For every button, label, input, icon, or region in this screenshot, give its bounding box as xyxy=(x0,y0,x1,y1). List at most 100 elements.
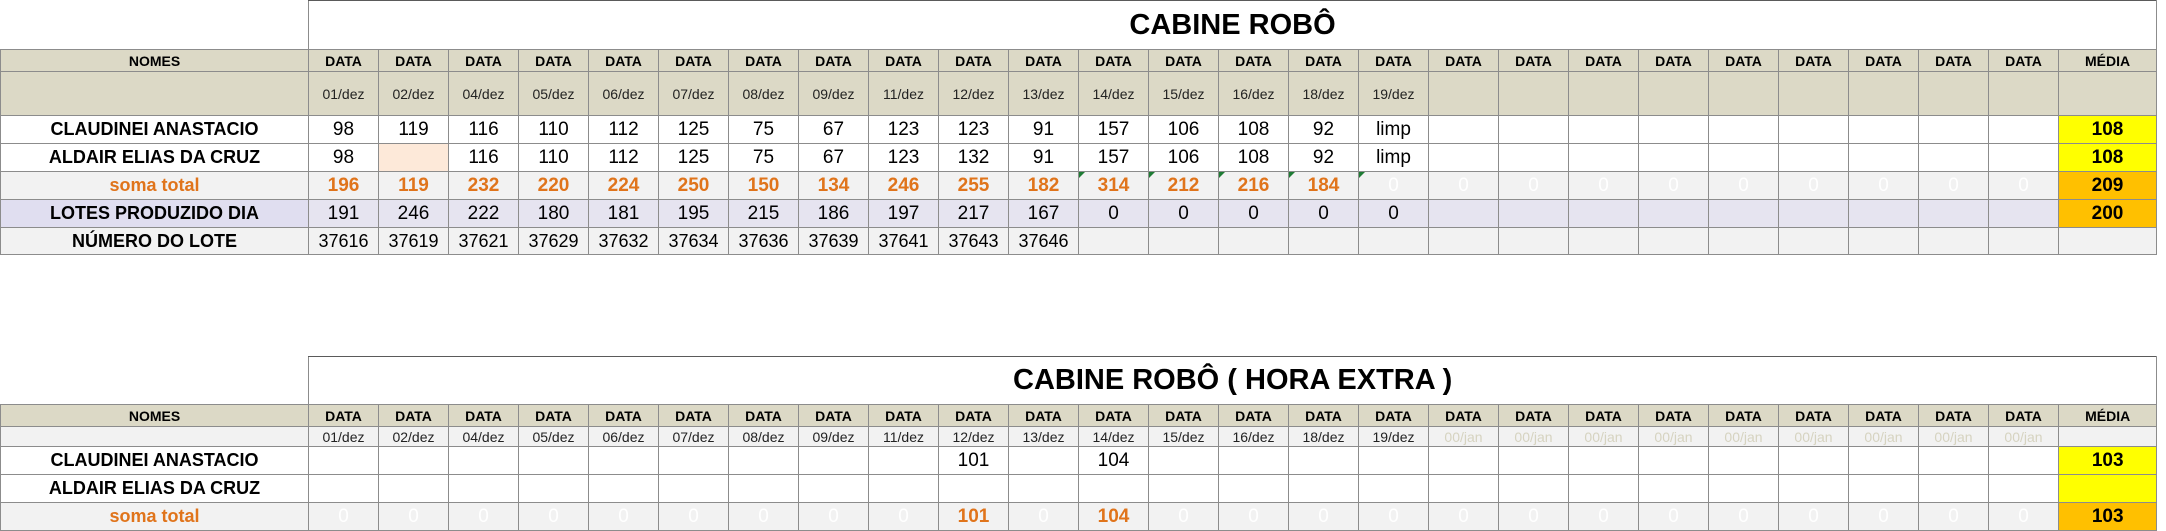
soma-value[interactable]: 0 xyxy=(1848,171,1919,200)
header-data[interactable]: DATA xyxy=(938,49,1009,72)
header-data[interactable]: DATA xyxy=(1078,49,1149,72)
lote-number[interactable] xyxy=(1498,227,1569,255)
soma-value[interactable]: 134 xyxy=(798,171,869,200)
value-cell[interactable] xyxy=(1918,474,1989,503)
header-data[interactable]: DATA xyxy=(1008,49,1079,72)
date-cell[interactable]: 08/dez xyxy=(728,71,799,116)
value-cell[interactable]: 125 xyxy=(658,115,729,144)
soma-media[interactable]: 103 xyxy=(2057,502,2158,531)
header-data[interactable]: DATA xyxy=(1358,49,1429,72)
value-cell[interactable] xyxy=(1778,446,1849,475)
lote-number[interactable]: 37632 xyxy=(588,227,659,255)
lotes-value[interactable]: 186 xyxy=(798,199,869,228)
date-cell[interactable]: 00/jan xyxy=(1708,426,1779,447)
soma-value[interactable]: 184 xyxy=(1288,171,1359,200)
soma-value[interactable]: 0 xyxy=(1498,171,1569,200)
soma-value[interactable]: 0 xyxy=(1148,502,1219,531)
media-cell[interactable]: 103 xyxy=(2057,446,2158,475)
date-cell[interactable] xyxy=(1848,71,1919,116)
media-blank[interactable] xyxy=(2057,426,2158,447)
value-cell[interactable] xyxy=(1848,474,1919,503)
soma-value[interactable]: 0 xyxy=(1988,171,2059,200)
value-cell[interactable] xyxy=(308,446,379,475)
value-cell[interactable] xyxy=(1848,115,1919,144)
value-cell[interactable]: 98 xyxy=(308,115,379,144)
lote-number[interactable]: 37616 xyxy=(308,227,379,255)
value-cell[interactable] xyxy=(1778,143,1849,172)
value-cell[interactable]: 104 xyxy=(1078,446,1149,475)
header-data[interactable]: DATA xyxy=(1988,49,2059,72)
value-cell[interactable] xyxy=(1498,143,1569,172)
lote-number[interactable]: 37643 xyxy=(938,227,1009,255)
date-cell[interactable]: 11/dez xyxy=(868,71,939,116)
soma-media[interactable]: 209 xyxy=(2057,171,2158,200)
media-blank[interactable] xyxy=(2057,71,2158,116)
value-cell[interactable] xyxy=(1288,474,1359,503)
soma-value[interactable]: 255 xyxy=(938,171,1009,200)
soma-value[interactable]: 0 xyxy=(1218,502,1289,531)
header-data[interactable]: DATA xyxy=(1568,404,1639,427)
value-cell[interactable] xyxy=(1428,446,1499,475)
lotes-value[interactable]: 215 xyxy=(728,199,799,228)
header-data[interactable]: DATA xyxy=(658,404,729,427)
value-cell[interactable]: 91 xyxy=(1008,115,1079,144)
value-cell[interactable]: 108 xyxy=(1218,143,1289,172)
value-cell[interactable] xyxy=(588,474,659,503)
header-data[interactable]: DATA xyxy=(448,49,519,72)
lotes-value[interactable]: 217 xyxy=(938,199,1009,228)
header-data[interactable]: DATA xyxy=(1358,404,1429,427)
soma-value[interactable]: 220 xyxy=(518,171,589,200)
value-cell[interactable] xyxy=(448,474,519,503)
value-cell[interactable] xyxy=(1638,446,1709,475)
value-cell[interactable]: limp xyxy=(1358,143,1429,172)
value-cell[interactable] xyxy=(1008,446,1079,475)
date-cell[interactable] xyxy=(1568,71,1639,116)
value-cell[interactable] xyxy=(1218,474,1289,503)
lotes-value[interactable]: 0 xyxy=(1288,199,1359,228)
date-cell[interactable]: 15/dez xyxy=(1148,426,1219,447)
soma-value[interactable]: 119 xyxy=(378,171,449,200)
value-cell[interactable] xyxy=(1918,115,1989,144)
date-cell[interactable]: 09/dez xyxy=(798,71,869,116)
soma-value[interactable]: 0 xyxy=(588,502,659,531)
value-cell[interactable]: 110 xyxy=(518,143,589,172)
header-data[interactable]: DATA xyxy=(1918,49,1989,72)
value-cell[interactable] xyxy=(658,474,729,503)
date-cell[interactable]: 07/dez xyxy=(658,71,729,116)
lotes-value[interactable] xyxy=(1428,199,1499,228)
value-cell[interactable] xyxy=(1638,474,1709,503)
soma-value[interactable]: 0 xyxy=(1778,171,1849,200)
soma-value[interactable]: 0 xyxy=(1008,502,1079,531)
header-data[interactable]: DATA xyxy=(798,49,869,72)
value-cell[interactable] xyxy=(1498,474,1569,503)
header-data[interactable]: DATA xyxy=(938,404,1009,427)
soma-value[interactable]: 0 xyxy=(308,502,379,531)
lote-number[interactable] xyxy=(1638,227,1709,255)
soma-value[interactable]: 101 xyxy=(938,502,1009,531)
soma-value[interactable]: 0 xyxy=(798,502,869,531)
header-data[interactable]: DATA xyxy=(1988,404,2059,427)
value-cell[interactable]: 123 xyxy=(868,143,939,172)
lote-number[interactable]: 37619 xyxy=(378,227,449,255)
value-cell[interactable] xyxy=(1918,446,1989,475)
value-cell[interactable] xyxy=(1848,143,1919,172)
value-cell[interactable]: 92 xyxy=(1288,143,1359,172)
value-cell[interactable]: 112 xyxy=(588,143,659,172)
header-data[interactable]: DATA xyxy=(588,49,659,72)
soma-value[interactable]: 0 xyxy=(1848,502,1919,531)
date-cell[interactable]: 16/dez xyxy=(1218,426,1289,447)
value-cell[interactable] xyxy=(728,446,799,475)
lotes-media[interactable]: 200 xyxy=(2057,199,2158,228)
value-cell[interactable] xyxy=(1568,474,1639,503)
header-data[interactable]: DATA xyxy=(1218,49,1289,72)
header-data[interactable]: DATA xyxy=(1918,404,1989,427)
value-cell[interactable] xyxy=(1708,446,1779,475)
value-cell[interactable] xyxy=(1288,446,1359,475)
header-data[interactable]: DATA xyxy=(868,404,939,427)
lote-number[interactable]: 37639 xyxy=(798,227,869,255)
value-cell[interactable] xyxy=(1708,115,1779,144)
value-cell[interactable]: 116 xyxy=(448,115,519,144)
lotes-value[interactable]: 0 xyxy=(1148,199,1219,228)
soma-value[interactable]: 0 xyxy=(1708,502,1779,531)
date-cell[interactable]: 05/dez xyxy=(518,426,589,447)
